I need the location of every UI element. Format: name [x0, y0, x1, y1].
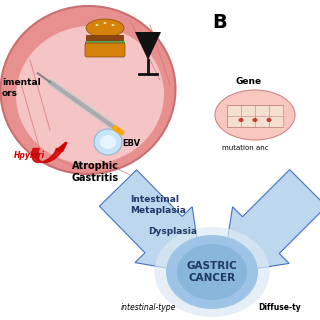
Ellipse shape: [95, 24, 99, 26]
FancyBboxPatch shape: [85, 41, 125, 48]
Ellipse shape: [103, 22, 107, 24]
Ellipse shape: [1, 6, 175, 174]
Text: Hpylori: Hpylori: [14, 150, 45, 159]
Ellipse shape: [111, 24, 115, 26]
Ellipse shape: [94, 129, 122, 155]
Text: Atrophic
Gastritis: Atrophic Gastritis: [72, 161, 119, 183]
Text: intestinal-type: intestinal-type: [120, 303, 176, 313]
FancyBboxPatch shape: [85, 43, 125, 57]
Text: Dysplasia: Dysplasia: [148, 228, 197, 236]
Text: Intestinal
Metaplasia: Intestinal Metaplasia: [130, 195, 186, 215]
Polygon shape: [222, 170, 320, 274]
Text: mutation anc: mutation anc: [222, 145, 268, 151]
Ellipse shape: [100, 135, 116, 149]
Text: imental
ors: imental ors: [2, 78, 41, 98]
FancyBboxPatch shape: [227, 105, 283, 127]
Text: EBV: EBV: [122, 140, 140, 148]
Ellipse shape: [86, 19, 124, 37]
Polygon shape: [100, 170, 202, 274]
Ellipse shape: [267, 118, 271, 122]
Ellipse shape: [16, 26, 164, 164]
Text: Gene: Gene: [236, 77, 262, 86]
Polygon shape: [135, 32, 161, 60]
Ellipse shape: [238, 118, 244, 122]
Ellipse shape: [252, 118, 258, 122]
Text: Diffuse-ty: Diffuse-ty: [259, 303, 301, 313]
Ellipse shape: [155, 227, 269, 317]
FancyBboxPatch shape: [86, 35, 124, 45]
Text: GASTRIC
CANCER: GASTRIC CANCER: [187, 261, 237, 283]
Text: B: B: [212, 12, 228, 31]
Ellipse shape: [166, 235, 258, 309]
Ellipse shape: [215, 90, 295, 140]
Ellipse shape: [177, 244, 247, 300]
